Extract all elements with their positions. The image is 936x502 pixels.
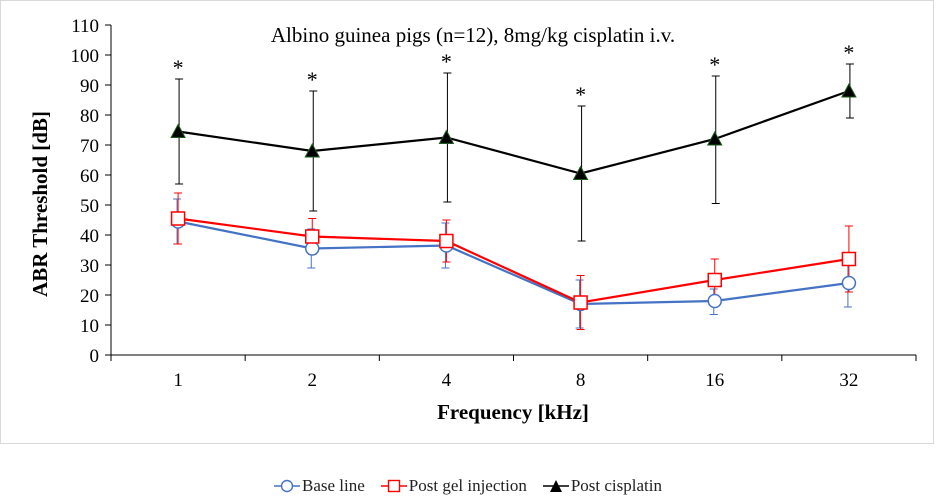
y-tick-label: 40 — [80, 226, 99, 247]
x-tick-label: 2 — [308, 370, 318, 391]
abr-threshold-chart: Albino guinea pigs (n=12), 8mg/kg cispla… — [28, 16, 917, 424]
legend-marker — [280, 479, 294, 493]
significance-asterisk: * — [441, 49, 452, 74]
x-tick-label: 4 — [442, 370, 452, 391]
data-point-triangle — [170, 123, 186, 138]
y-tick-label: 20 — [80, 286, 99, 307]
x-tick-label: 32 — [839, 370, 858, 391]
error-bars-post-gel-injection — [174, 192, 853, 330]
series-line — [177, 217, 850, 304]
data-point-triangle — [572, 165, 589, 180]
chart-title: Albino guinea pigs (n=12), 8mg/kg cispla… — [271, 23, 675, 47]
data-point-square — [170, 211, 186, 226]
y-tick-label: 30 — [80, 256, 99, 277]
error-bars-post-cisplatin — [175, 63, 854, 242]
significance-asterisk: * — [709, 52, 720, 77]
data-point-circle — [707, 293, 722, 309]
data-point-circle — [305, 241, 320, 256]
series-line — [177, 220, 850, 306]
legend-swatch-triangle-icon — [542, 480, 569, 492]
legend-label: Post cisplatin — [570, 476, 662, 495]
data-point-square — [707, 272, 722, 288]
significance-asterisk: * — [575, 82, 586, 107]
legend-swatch-circle-icon — [274, 479, 300, 493]
data-point-square — [305, 229, 320, 244]
y-tick-label: 0 — [90, 346, 100, 367]
legend-label: Base line — [302, 476, 365, 495]
axes-group: 0 10 20 30 40 50 60 70 80 90 100 110 1 2 4 8 16 32 — [71, 16, 917, 391]
significance-asterisk: * — [307, 67, 318, 92]
error-bars-base-line — [173, 198, 852, 329]
data-point-triangle — [706, 130, 723, 146]
series-base-line — [170, 214, 857, 312]
x-axis-label: Frequency [kHz] — [437, 400, 589, 424]
legend-item-base-line: Base line — [274, 476, 365, 496]
y-tick-label: 70 — [80, 136, 99, 157]
data-point-circle — [841, 275, 857, 291]
x-tick-label: 1 — [173, 370, 183, 391]
y-tick-label: 50 — [80, 196, 99, 217]
y-axis-label: ABR Threshold [dB] — [28, 111, 52, 297]
data-point-square — [573, 295, 588, 310]
y-tick-label: 80 — [80, 106, 99, 127]
legend-marker — [387, 479, 400, 493]
legend: Base line Post gel injection Post cisplati… — [0, 474, 936, 498]
legend-item-post-gel-injection: Post gel injection — [380, 476, 527, 496]
data-point-triangle — [304, 142, 321, 158]
series-post-cisplatin — [170, 82, 857, 180]
data-point-square — [841, 251, 857, 267]
series-post-gel-injection — [170, 211, 857, 310]
x-tick-label: 8 — [576, 370, 586, 391]
y-tick-label: 90 — [80, 76, 99, 97]
y-tick-label: 100 — [71, 46, 100, 67]
series-line — [177, 89, 850, 175]
data-point-triangle — [438, 129, 455, 144]
y-tick-label: 60 — [80, 166, 99, 187]
significance-asterisk: * — [843, 40, 854, 65]
series-layer: * * * * * * — [170, 40, 857, 330]
x-tick-label: 16 — [705, 370, 724, 391]
y-tick-label: 110 — [71, 16, 99, 37]
legend-label: Post gel injection — [408, 476, 527, 495]
significance-asterisk: * — [173, 55, 184, 80]
y-tick-label: 10 — [80, 316, 99, 337]
legend-swatch-square-icon — [380, 479, 407, 493]
legend-marker — [549, 480, 562, 492]
data-point-square — [439, 233, 454, 249]
chart-frame: Albino guinea pigs (n=12), 8mg/kg cispla… — [0, 0, 934, 444]
significance-markers: * * * * * * — [173, 40, 855, 107]
data-point-triangle — [841, 82, 857, 98]
legend-item-post-cisplatin: Post cisplatin — [542, 476, 662, 496]
